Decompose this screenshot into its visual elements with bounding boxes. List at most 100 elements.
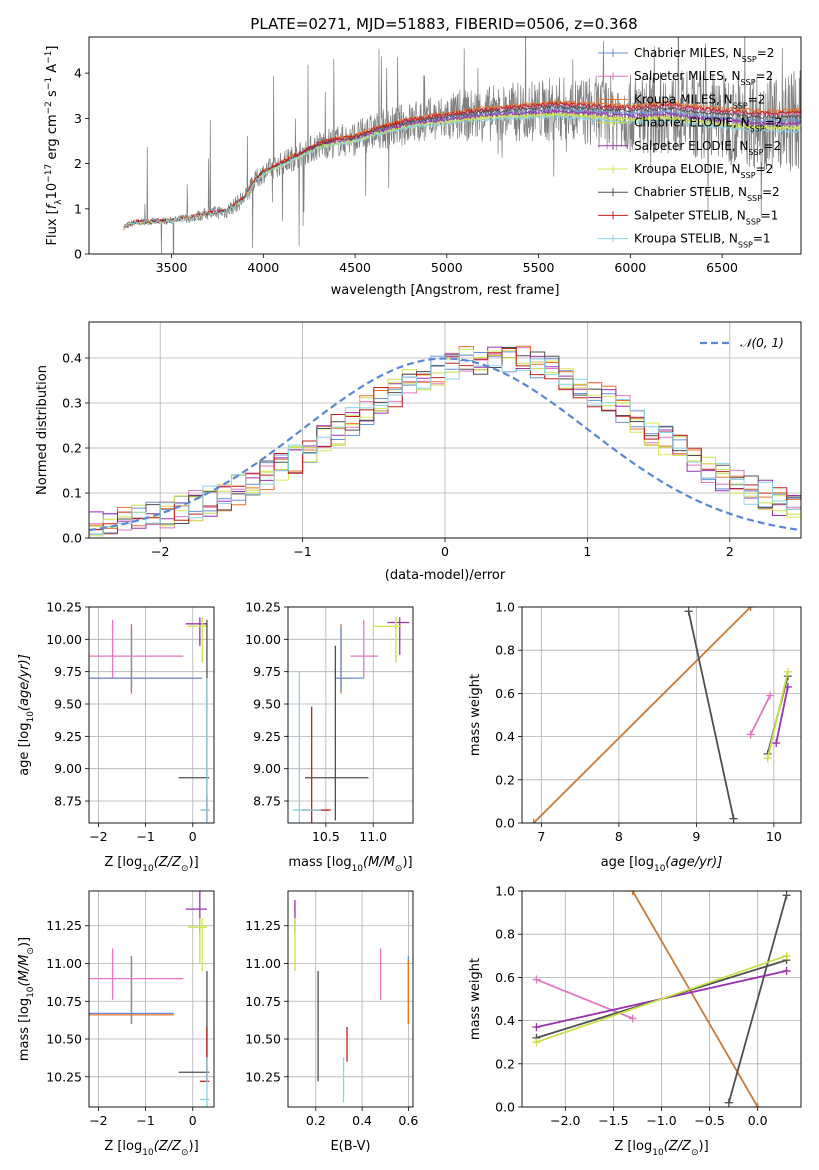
weight-vs-age-x-axis-label: age [log10(age/yr)] [601,855,723,874]
x-tick-label: 0 [189,829,197,844]
data-point-chabrier_elodie [188,918,207,964]
spectrum-panel: 3500 4000 4500 5000 5500 6000 6500 0 1 2 3 4 wavelen… [44,36,802,298]
x-tick-label: −1 [293,544,311,559]
weight-marker [628,1014,637,1023]
data-point-salpeter_miles [89,948,184,1000]
weight-marker [532,1023,541,1032]
y-tick-label: 9.25 [54,729,82,744]
weight-series-salpeter_miles [532,975,637,1023]
weight-marker [783,667,792,676]
weight-marker [782,891,791,900]
weight-vs-age-plot-area [529,607,792,823]
axes-frame [521,606,802,824]
weight-line [536,978,633,1020]
weight-line [536,954,787,1044]
y-tick-label: 0 [74,247,82,262]
age-vs-Z-plot-area [89,617,210,823]
y-tick-label: 0.0 [495,1100,515,1115]
data-point-kroupa_stelib [199,678,210,823]
data-point-salpeter_stelib [302,706,331,823]
y-tick-label: 0.2 [495,772,515,787]
y-tick-label: 9.75 [54,664,82,679]
data-point-chabrier_miles [89,955,174,1024]
weight-marker [532,1038,541,1047]
weight-marker [753,1103,762,1107]
y-tick-label: 10.25 [46,1069,82,1084]
x-tick-label: 9 [692,829,700,844]
weight-marker [729,814,738,823]
axes-frame [88,606,215,824]
x-tick-label: 0 [441,544,449,559]
age-vs-Z-y-axis-label: age [log10(age/yr)] [17,654,36,776]
residual-histogram-kroupa_miles [89,345,801,529]
weight-vs-Z-x-axis-label: Z [log10(Z/Z⊙)] [614,1139,708,1158]
weight-line [532,607,752,823]
residual-histogram-chabrier_stelib [89,347,801,534]
mass-vs-Z-x-axis-label: Z [log10(Z/Z⊙)] [104,1139,198,1158]
y-tick-label: 0.0 [495,816,515,831]
x-tick-label: 7 [537,829,545,844]
data-point-chabrier_stelib [178,619,210,821]
weight-line [749,695,771,735]
weight-marker [763,754,772,763]
x-tick-label: 5000 [431,260,463,275]
y-tick-label: 1.0 [495,600,515,615]
age-vs-mass-panel: 10.5 11.0 8.75 9.00 9.25 9.50 9.75 10.00 10.25 ma… [245,600,414,874]
legend-entry-chabrier_miles: Chabrier MILES, NSSP=2 [634,46,774,64]
x-tick-label: 4500 [339,260,371,275]
residual-y-axis-label: Normed distribution [35,365,50,495]
normal-distribution-curve [89,357,799,532]
x-tick-label: 10 [766,829,782,844]
data-point-salpeter_miles [89,619,184,679]
weight-line [775,686,789,744]
axes-frame [88,890,215,1108]
y-tick-label: 0.4 [495,1013,515,1028]
legend-entry-chabrier_stelib: Chabrier STELIB, NSSP=2 [634,185,780,203]
data-point-kroupa_miles [335,623,351,694]
weight-vs-age-y-axis-label: mass weight [468,674,483,756]
data-point-salpeter_elodie [185,617,207,646]
weight-marker [782,951,791,960]
weight-marker [782,966,791,975]
y-tick-label: 0.4 [495,729,515,744]
x-tick-label: −1.0 [646,1113,676,1128]
y-tick-label: 4 [74,66,82,81]
residual-panel: −2 −1 0 1 2 0.0 0.1 0.2 0.3 0.4 (data-model)/error… [35,321,802,583]
x-tick-label: −0.5 [694,1113,724,1128]
y-tick-label: 10.25 [245,1069,281,1084]
residual-histogram-salpeter_miles [89,347,801,535]
data-point-kroupa_elodie [373,617,402,653]
y-tick-label: 9.50 [54,697,82,712]
x-tick-label: −2.0 [550,1113,580,1128]
x-tick-label: 0.0 [748,1113,768,1128]
y-tick-label: 11.00 [245,956,281,971]
data-point-kroupa_stelib [292,671,322,823]
weight-vs-Z-y-axis-label: mass weight [468,958,483,1040]
y-tick-label: 10.00 [245,632,281,647]
data-point-chabrier_stelib [178,971,210,1082]
y-tick-label: 8.75 [54,794,82,809]
weight-marker [628,891,637,895]
x-tick-label: 0.6 [398,1113,418,1128]
weight-series-salpeter_miles [746,691,774,739]
x-tick-label: −1.5 [598,1113,628,1128]
x-tick-label: 5500 [523,260,555,275]
axes-frame [287,606,414,824]
x-tick-label: 10.5 [312,829,340,844]
age-vs-mass-x-axis-label: mass [log10(M/M⊙)] [288,855,412,874]
weight-series-chabrier_stelib [684,607,738,823]
spectrum-x-axis-label: wavelength [Angstrom, rest frame] [331,283,560,298]
x-tick-label: 4000 [247,260,279,275]
weight-series-chabrier_elodie [763,667,792,763]
weight-marker [746,730,755,739]
data-point-salpeter_stelib [199,1026,210,1082]
weight-marker [766,691,774,700]
figure-title: PLATE=0271, MJD=51883, FIBERID=0506, z=0… [250,15,637,33]
y-tick-label: 9.00 [54,761,82,776]
x-tick-label: 6000 [614,260,646,275]
data-point-salpeter_miles [350,619,378,679]
plot-layer: 3500 4000 4500 5000 5500 6000 6500 0 1 2 3 4 wavelen… [17,36,802,1158]
y-tick-label: 10.50 [46,1032,82,1047]
y-tick-label: 0.4 [62,351,82,366]
axes-frame [88,321,802,539]
